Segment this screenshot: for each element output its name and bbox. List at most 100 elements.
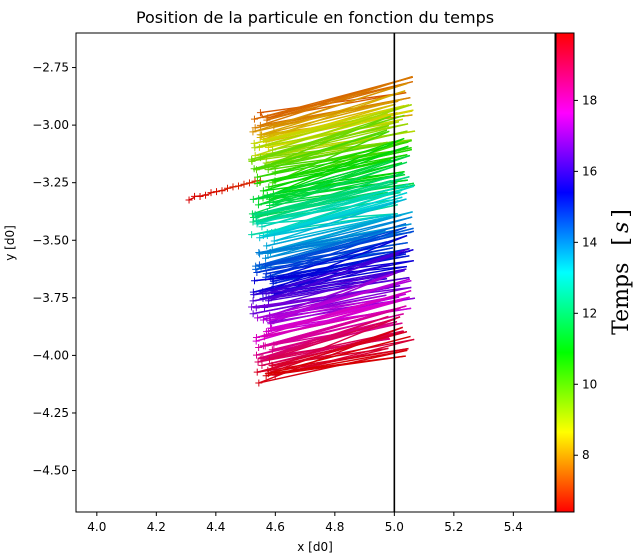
trajectory-marker: [252, 265, 260, 273]
trajectory-segment: [274, 137, 405, 182]
trajectory-marker: [251, 277, 259, 285]
trajectory-segment: [260, 90, 406, 136]
trajectory-marker: [253, 351, 261, 359]
trajectory-marker: [261, 342, 269, 350]
y-axis-ticks: −2.75 −3.00 −3.25 −3.50 −3.75 −4.00 −4.25 −4.50: [32, 61, 76, 478]
plot-frame: [75, 32, 556, 513]
trajectory-segment: [267, 182, 398, 214]
trajectory-marker: [253, 173, 261, 181]
trajectory-marker: [258, 223, 266, 231]
y-tick-label: −2.75: [32, 61, 69, 75]
trajectory-marker: [268, 346, 276, 354]
colorbar-gradient: [555, 32, 575, 513]
colorbar-tick-label: 18: [582, 93, 597, 107]
trajectory-segment: [252, 269, 405, 302]
trajectory-marker: [240, 180, 248, 188]
trajectory-segment: [263, 145, 409, 192]
plot-area: 4.0 4.2 4.4 4.6 4.8 5.0 5.2 5.4 −2.75 −3.00 −3.25…: [32, 32, 556, 534]
trajectory-marker: [270, 237, 278, 245]
trajectory-segment: [270, 273, 394, 325]
trajectory-marker: [252, 304, 260, 312]
trajectory-segment: [266, 214, 402, 247]
trajectory-marker: [249, 297, 257, 305]
trajectory-marker: [251, 124, 259, 132]
trajectory-segment: [266, 247, 410, 275]
trajectory-segment: [260, 103, 396, 139]
chart-title: Position de la particule en fonction du …: [136, 8, 494, 27]
trajectory-marker: [253, 268, 261, 276]
trajectory-marker: [260, 333, 268, 341]
trajectory-segment: [272, 104, 412, 151]
trajectory-segment: [256, 289, 412, 339]
x-tick-label: 5.0: [385, 520, 404, 534]
colorbar-tick-label: 12: [582, 306, 597, 320]
trajectory-marker: [255, 261, 263, 269]
y-tick-label: −4.25: [32, 406, 69, 420]
trajectory-marker: [256, 109, 264, 117]
trajectory-segment: [254, 104, 412, 149]
trajectory-segment: [265, 230, 414, 267]
trajectory-segment: [252, 176, 410, 223]
trajectory-segment: [264, 307, 401, 338]
x-tick-label: 4.0: [87, 520, 106, 534]
trajectory-marker: [266, 316, 274, 324]
trajectory-segment: [270, 347, 409, 373]
trajectory-marker: [262, 254, 270, 262]
trajectory-segment: [265, 216, 413, 259]
trajectory-marker: [196, 192, 204, 200]
trajectory-segment: [269, 278, 411, 322]
trajectory-segment: [273, 137, 405, 195]
trajectory-marker: [253, 217, 261, 225]
trajectory-segment: [272, 130, 390, 184]
colorbar-label: Temps [s]: [609, 209, 634, 335]
x-tick-label: 4.6: [266, 520, 285, 534]
trajectory-segment: [268, 355, 406, 375]
y-tick-label: −3.75: [32, 291, 69, 305]
trajectory-segment: [269, 273, 394, 317]
trajectory-layer: [185, 75, 416, 387]
trajectory-segment: [261, 98, 403, 136]
trajectory-marker: [250, 165, 258, 173]
trajectory-marker: [262, 262, 270, 270]
trajectory-segment: [256, 241, 387, 274]
trajectory-marker: [262, 270, 270, 278]
trajectory-segment: [271, 234, 408, 290]
colorbar-tick-label: 16: [582, 164, 597, 178]
trajectory-segment: [253, 130, 390, 170]
trajectory-marker: [264, 370, 272, 378]
trajectory-marker: [250, 291, 258, 299]
trajectory-segment: [264, 115, 392, 167]
colorbar-tick-label: 10: [582, 377, 597, 391]
trajectory-marker: [256, 121, 264, 129]
trajectory-segment: [252, 161, 408, 215]
trajectory-marker: [255, 249, 263, 257]
trajectory-segment: [266, 268, 407, 295]
colorbar-tick-label: 14: [582, 235, 597, 249]
trajectory-marker: [224, 184, 232, 192]
trajectory-marker: [185, 196, 193, 204]
x-tick-label: 5.4: [504, 520, 523, 534]
trajectory-marker: [271, 177, 279, 185]
trajectory-segment: [265, 226, 407, 267]
trajectory-marker: [256, 178, 264, 186]
trajectory-marker: [256, 250, 264, 258]
trajectory-segment: [265, 248, 409, 295]
trajectory-marker: [234, 182, 242, 190]
trajectory-marker: [258, 361, 266, 369]
y-tick-label: −3.25: [32, 176, 69, 190]
trajectory-segment: [251, 115, 392, 163]
trajectory-segment: [255, 299, 403, 342]
trajectory-marker: [248, 157, 256, 165]
trajectory-marker: [249, 310, 257, 318]
trajectory-segment: [252, 98, 403, 133]
trajectory-marker: [254, 314, 262, 322]
trajectory-segment: [254, 121, 400, 149]
trajectory-marker: [255, 379, 263, 387]
trajectory-marker: [263, 116, 271, 124]
trajectory-segment: [252, 82, 408, 133]
trajectory-marker: [213, 188, 221, 196]
trajectory-marker: [253, 220, 261, 228]
trajectory-segment: [274, 159, 392, 182]
colorbar-label-unit: s: [609, 222, 634, 233]
